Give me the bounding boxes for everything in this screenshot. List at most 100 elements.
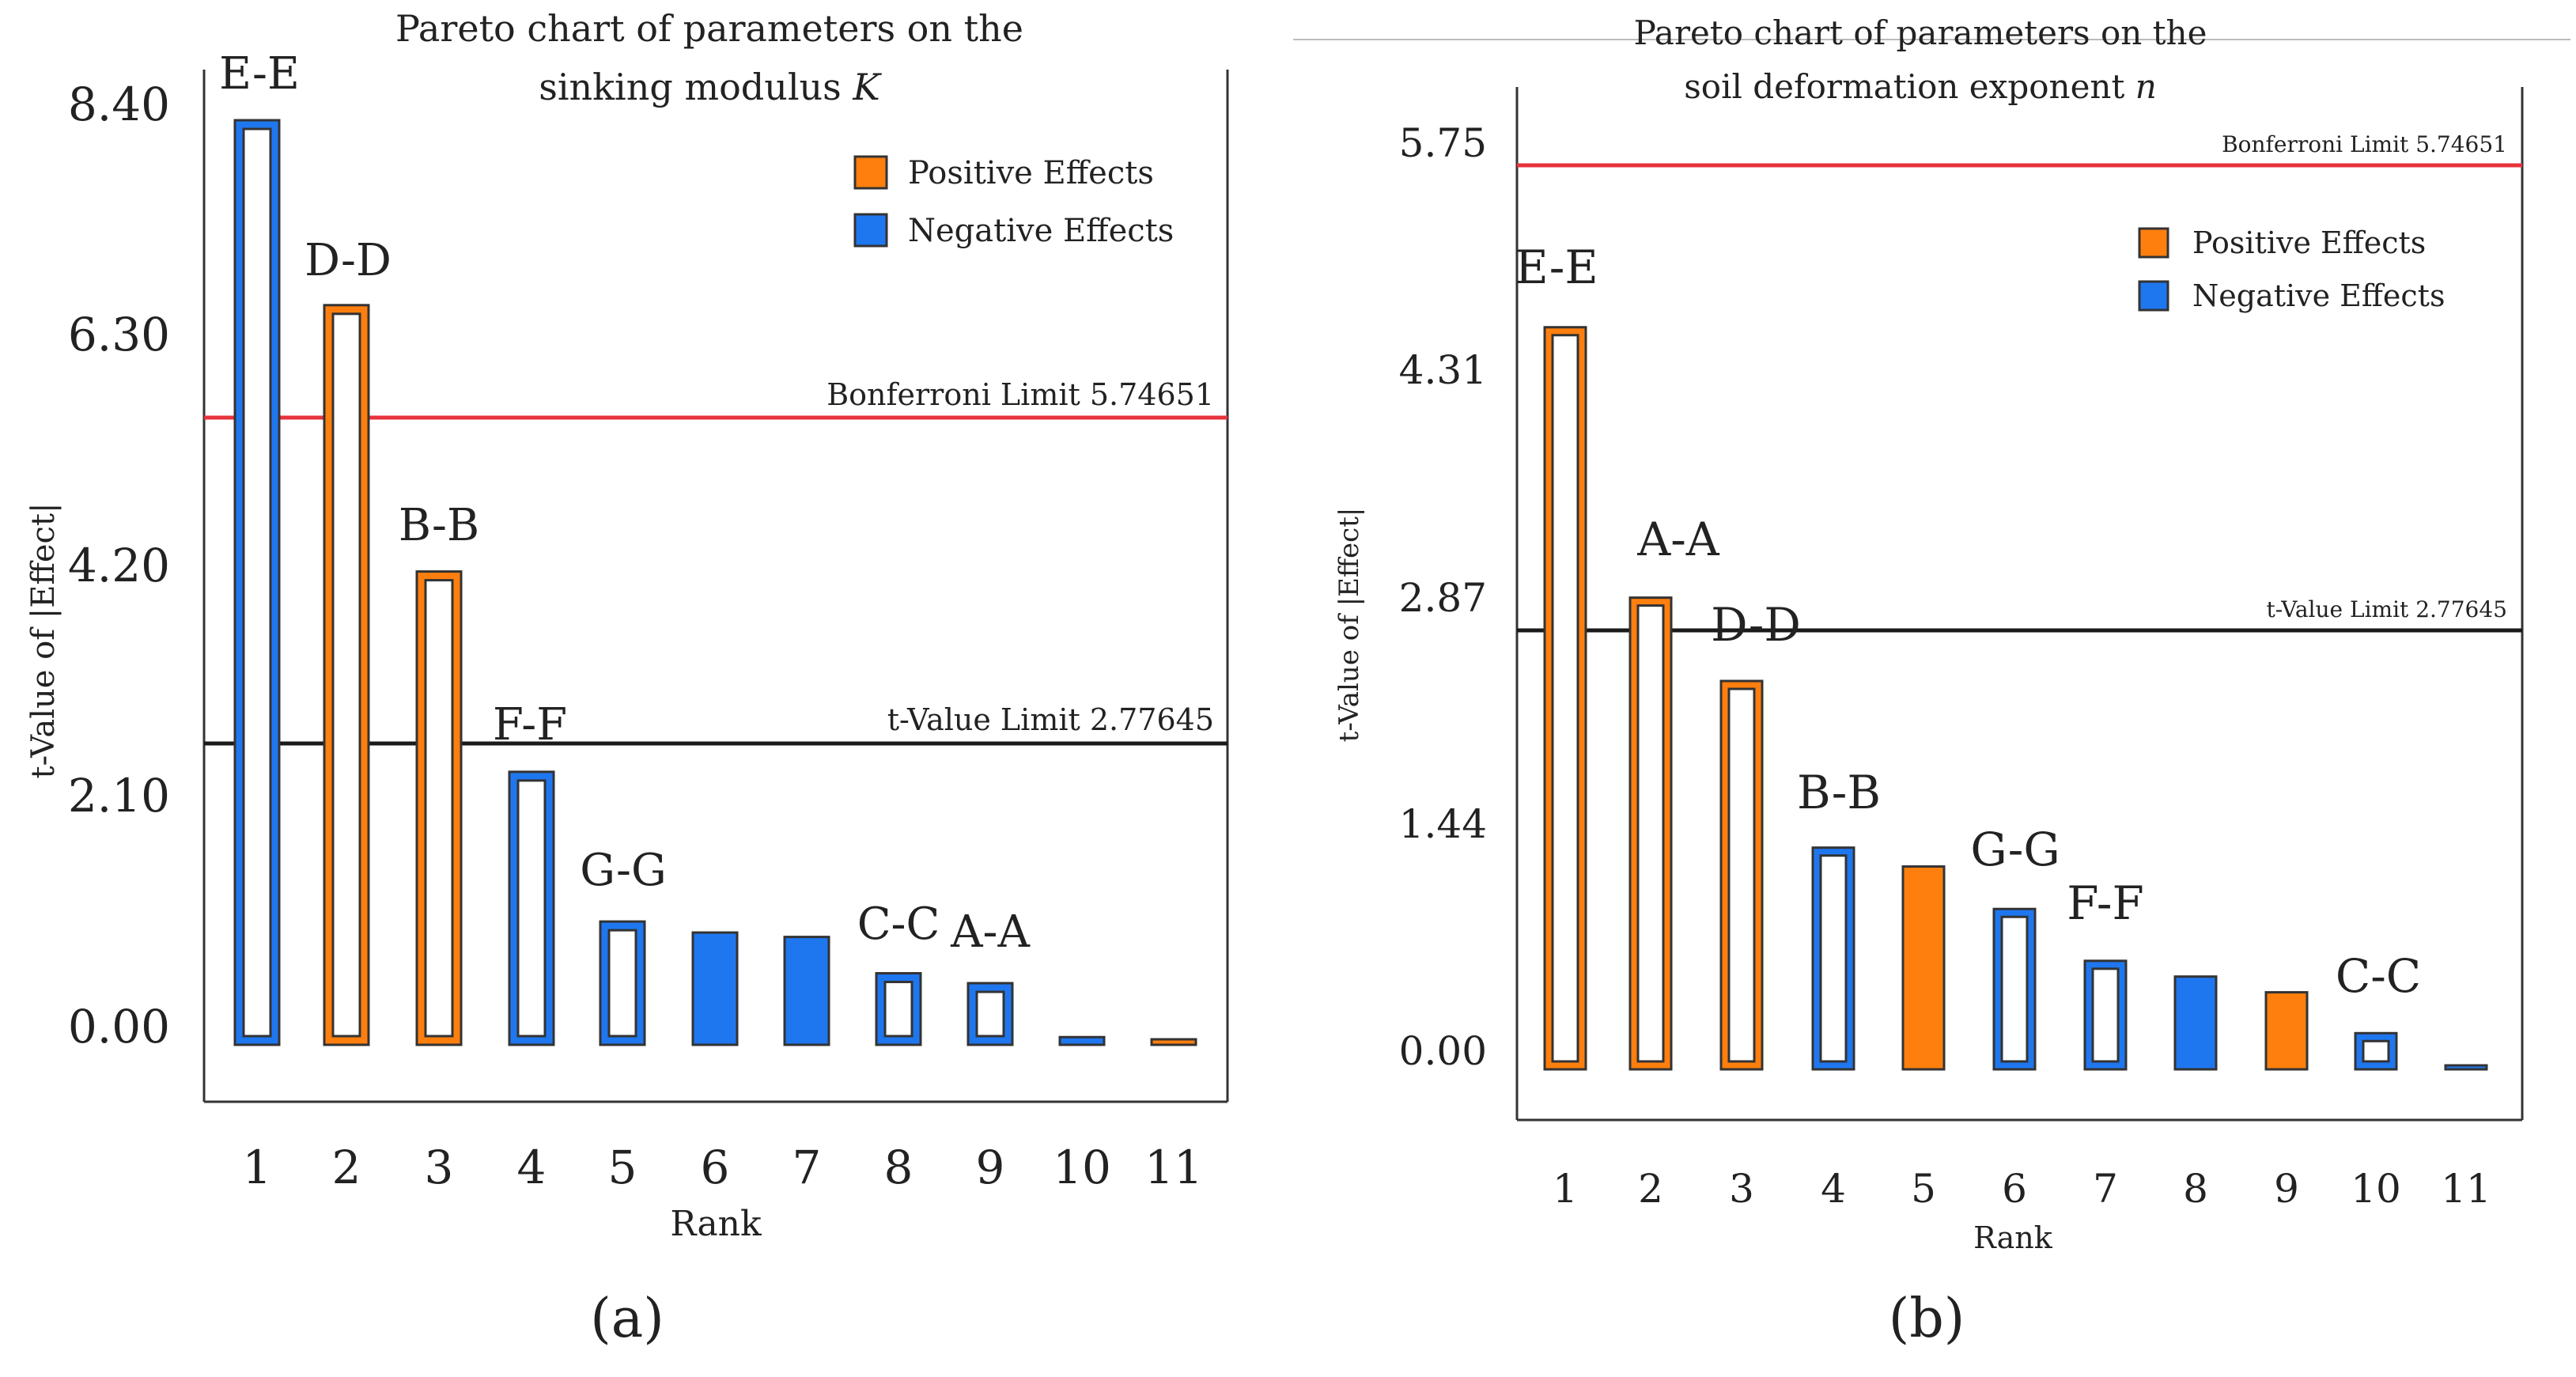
bar-label: G-G: [1970, 823, 2060, 876]
panel-b-xlabel: Rank: [1973, 1220, 2053, 1255]
panel-a-legend: Positive Effects Negative Effects: [853, 155, 1174, 249]
bar-inner: [242, 127, 272, 1038]
legend-swatch-positive: [2138, 227, 2169, 259]
bar-label: D-D: [1711, 598, 1801, 652]
x-tick-label: 6: [701, 1141, 730, 1194]
panel-b-title-line2: soil deformation exponent n: [1684, 67, 2157, 106]
panel-a-xticks: 1 2 3 4 5 6 7 8 9 10 11: [243, 1141, 1203, 1194]
bar-outer: [783, 936, 830, 1046]
y-tick-label: 2.87: [1399, 575, 1487, 621]
bar-inner: [1551, 334, 1579, 1063]
panel-a-title-line2: sinking modulus K: [539, 66, 882, 108]
bar-inner: [2091, 967, 2120, 1063]
bar: [966, 982, 1014, 1046]
bar: [2354, 1031, 2398, 1071]
bar-inner: [331, 312, 361, 1038]
x-tick-label: 4: [1821, 1166, 1846, 1212]
x-tick-label: 4: [517, 1141, 547, 1194]
panel-b-label: (b): [1889, 1288, 1965, 1350]
bar: [508, 770, 555, 1046]
panel-b-bonferroni-label: Bonferroni Limit 5.74651: [2222, 131, 2507, 157]
bar-outer: [2173, 975, 2218, 1071]
panel-b-title-text: soil deformation exponent: [1684, 67, 2135, 106]
x-tick-label: 2: [1638, 1166, 1663, 1212]
bar-outer: [691, 931, 739, 1046]
panel-b-title-line1: Pareto chart of parameters on the: [1634, 13, 2207, 52]
bar: [1719, 679, 1764, 1071]
bar-label: E-E: [1515, 240, 1598, 294]
panel-a-bars: [233, 119, 1197, 1046]
bar-inner: [516, 779, 547, 1038]
bar: [1058, 1035, 1106, 1046]
y-tick-label: 4.31: [1399, 347, 1487, 393]
bar: [783, 936, 830, 1046]
bar-label: D-D: [305, 235, 392, 286]
x-tick-label: 11: [1144, 1141, 1203, 1194]
bar-inner: [424, 579, 454, 1038]
panel-a-tvalue-label: t-Value Limit 2.77645: [887, 702, 1214, 737]
x-tick-label: 10: [2351, 1166, 2401, 1212]
bar-label: F-F: [2067, 876, 2143, 930]
bar-label: A-A: [950, 906, 1030, 958]
bar: [1811, 846, 1855, 1071]
x-tick-label: 3: [1729, 1166, 1754, 1212]
panel-a-yticks: 0.00 2.10 4.20 6.30 8.40: [68, 78, 170, 1054]
bar: [1901, 865, 1946, 1071]
bar: [691, 931, 739, 1046]
x-tick-label: 9: [976, 1141, 1005, 1194]
bar-label: B-B: [399, 500, 479, 551]
y-tick-label: 1.44: [1399, 801, 1487, 847]
y-tick-label: 8.40: [68, 78, 170, 131]
panel-a-bar-labels: E-E D-D B-B F-F G-G C-C A-A: [219, 48, 1030, 958]
bar: [875, 972, 922, 1046]
panel-b-xticks: 1 2 3 4 5 6 7 8 9 10 11: [1553, 1166, 2491, 1212]
bar-label: G-G: [580, 845, 666, 896]
bar-inner: [975, 990, 1005, 1038]
x-tick-label: 9: [2274, 1166, 2299, 1212]
x-tick-label: 8: [884, 1141, 914, 1194]
x-tick-label: 5: [608, 1141, 637, 1194]
x-tick-label: 10: [1053, 1141, 1111, 1194]
panel-b-legend: Positive Effects Negative Effects: [2138, 225, 2445, 313]
legend-label-negative: Negative Effects: [908, 213, 1174, 249]
bar-label: F-F: [493, 699, 567, 751]
y-tick-label: 4.20: [68, 539, 170, 592]
panel-b-yticks: 0.00 1.44 2.87 4.31 5.75: [1399, 120, 1487, 1074]
bar-label: B-B: [1797, 766, 1881, 819]
legend-label-positive: Positive Effects: [908, 155, 1154, 191]
panel-b-bars: [1543, 326, 2488, 1071]
bar: [1992, 907, 2037, 1071]
bar: [415, 570, 463, 1046]
bar-label: A-A: [1636, 513, 1719, 566]
y-tick-label: 0.00: [1399, 1028, 1487, 1074]
x-tick-label: 5: [1911, 1166, 1936, 1212]
bar: [2083, 959, 2128, 1071]
panel-b-plot: [1515, 87, 2524, 1122]
bar: [233, 119, 281, 1046]
bar: [2264, 991, 2309, 1071]
panel-b-title-symbol: n: [2135, 67, 2157, 106]
y-tick-label: 6.30: [68, 308, 170, 361]
panel-b-tvalue-label: t-Value Limit 2.77645: [2267, 596, 2507, 622]
x-tick-label: 3: [425, 1141, 454, 1194]
bar: [2173, 975, 2218, 1071]
legend-swatch-positive: [853, 155, 888, 190]
panel-a-title-text: sinking modulus: [539, 66, 853, 108]
panel-b: Pareto chart of parameters on the soil d…: [1333, 13, 2524, 1350]
panel-b-bar-labels: E-E A-A D-D B-B G-G F-F C-C: [1515, 240, 2421, 1003]
y-tick-label: 5.75: [1399, 120, 1487, 166]
panel-a-plot: [202, 70, 1229, 1103]
legend-swatch-negative: [853, 213, 888, 248]
legend-label-negative: Negative Effects: [2192, 278, 2445, 313]
bar-inner: [2362, 1039, 2390, 1063]
bar: [599, 920, 646, 1046]
panel-a: Pareto chart of parameters on the sinkin…: [25, 7, 1229, 1350]
bar-outer: [1058, 1035, 1106, 1046]
bar: [1543, 326, 1587, 1071]
panel-a-title-line1: Pareto chart of parameters on the: [395, 7, 1023, 50]
x-tick-label: 7: [792, 1141, 822, 1194]
bar: [2444, 1064, 2488, 1071]
bar-outer: [2264, 991, 2309, 1071]
bar-label: C-C: [2336, 949, 2421, 1003]
